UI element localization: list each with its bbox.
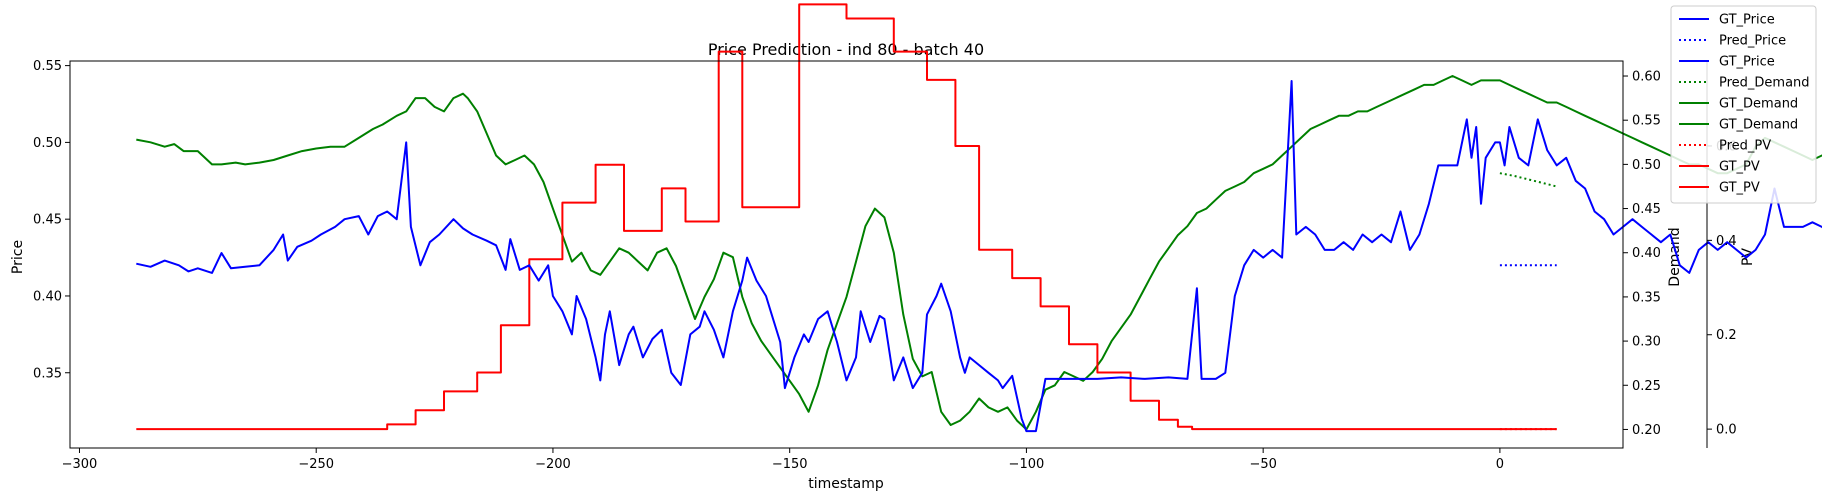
series-line-gt-pv: [136, 3, 1557, 431]
x-tick-label: −250: [298, 457, 334, 472]
demand-tick-label: 0.40: [1632, 246, 1661, 261]
x-tick-label: −200: [535, 457, 571, 472]
pv-tick-label: 0.0: [1716, 423, 1737, 438]
legend-label: GT_Demand: [1719, 97, 1798, 112]
x-tick-label: 0: [1496, 457, 1504, 472]
price-tick-label: 0.40: [33, 289, 62, 304]
demand-tick-label: 0.20: [1632, 423, 1661, 438]
price-tick-label: 0.35: [33, 366, 62, 381]
legend-label: GT_PV: [1719, 160, 1760, 175]
legend-label: Pred_PV: [1719, 139, 1771, 154]
legend-label: GT_Price: [1719, 13, 1775, 28]
legend-label: Pred_Demand: [1719, 76, 1810, 91]
price-tick-label: 0.45: [33, 213, 62, 228]
legend-box: [1670, 5, 1817, 204]
plot-frame: [69, 60, 1624, 449]
series-line-gt-price: [136, 80, 1822, 433]
pv-tick-label: 0.2: [1716, 328, 1737, 343]
price-tick-label: 0.55: [33, 59, 62, 74]
x-axis-title: timestamp: [808, 476, 884, 492]
demand-tick-label: 0.45: [1632, 202, 1661, 217]
chart-title: Price Prediction - ind 80 - batch 40: [708, 40, 984, 59]
legend-label: Pred_Price: [1719, 34, 1786, 49]
legend: GT_Price Pred_Price GT_Price Pred_Demand GT_…: [1670, 5, 1817, 204]
demand-tick-label: 0.35: [1632, 290, 1661, 305]
x-tick-label: −100: [1009, 457, 1045, 472]
pv-tick-label: 0.4: [1716, 234, 1737, 249]
demand-tick-label: 0.25: [1632, 379, 1661, 394]
demand-tick-label: 0.60: [1632, 70, 1661, 85]
demand-axis-title: Demand: [1667, 227, 1683, 286]
legend-label: GT_PV: [1719, 181, 1760, 196]
legend-label: GT_Price: [1719, 55, 1775, 70]
demand-tick-label: 0.30: [1632, 335, 1661, 350]
demand-tick-label: 0.55: [1632, 114, 1661, 129]
price-tick-label: 0.50: [33, 136, 62, 151]
legend-label: GT_Demand: [1719, 118, 1798, 133]
demand-tick-label: 0.50: [1632, 158, 1661, 173]
x-tick-label: −300: [62, 457, 98, 472]
price-axis-title: Price: [10, 240, 26, 274]
x-tick-label: −150: [772, 457, 808, 472]
axes-layer: −300 −250 −200 −150 −100 −50 0 0.35 0.40 0.45 0.50…: [33, 59, 1737, 472]
x-tick-label: −50: [1249, 457, 1276, 472]
